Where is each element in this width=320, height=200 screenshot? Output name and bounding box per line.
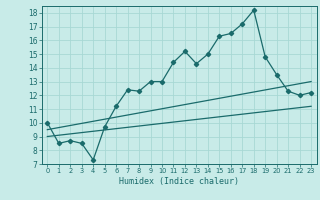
- X-axis label: Humidex (Indice chaleur): Humidex (Indice chaleur): [119, 177, 239, 186]
